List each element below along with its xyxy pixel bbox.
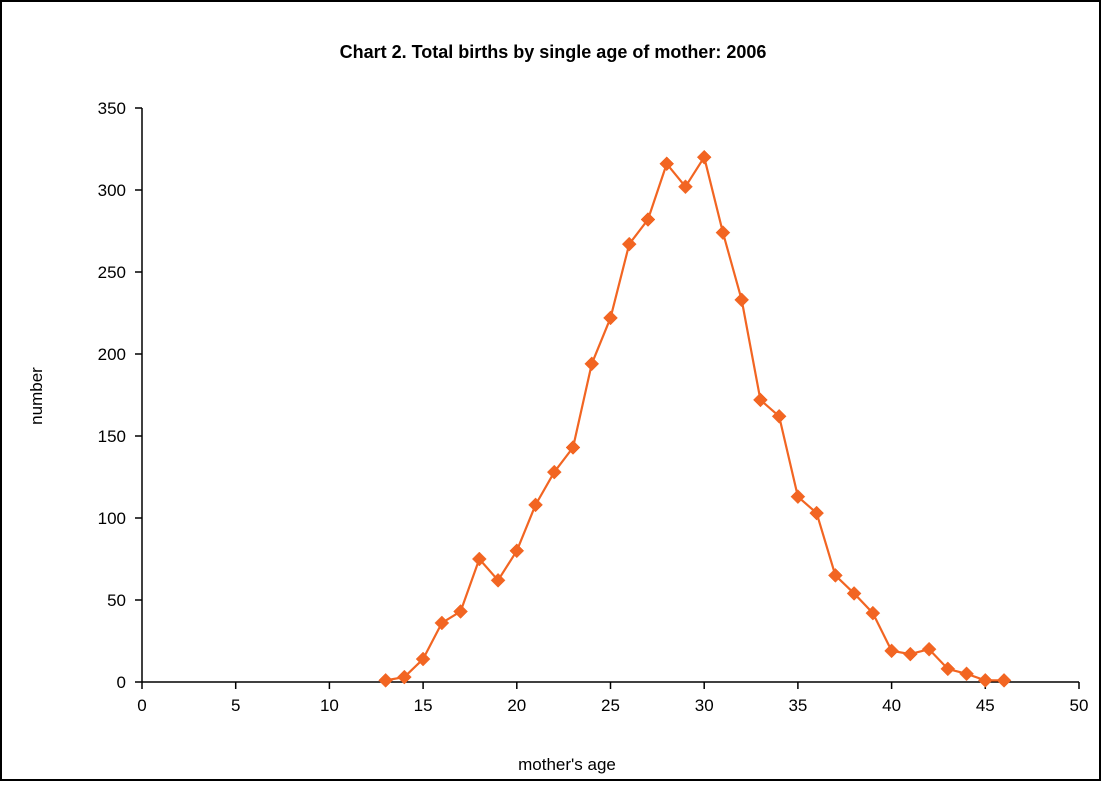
data-point [490, 572, 506, 588]
y-tick-label: 250 [98, 263, 126, 282]
data-point [696, 149, 712, 165]
data-point [584, 356, 600, 372]
y-tick-label: 100 [98, 509, 126, 528]
chart-title: Chart 2. Total births by single age of m… [340, 42, 767, 62]
data-point [378, 673, 393, 688]
y-tick-label: 350 [98, 99, 126, 118]
data-point [509, 543, 525, 559]
data-point [528, 497, 543, 513]
data-point [434, 615, 450, 631]
data-point [734, 292, 750, 308]
y-axis: 0 50 100 150 200 250 300 350 [98, 99, 143, 692]
x-tick-label: 25 [601, 696, 620, 715]
x-tick-label: 15 [414, 696, 433, 715]
data-point [397, 669, 412, 685]
data-point [621, 236, 637, 252]
data-point [603, 310, 618, 326]
data-point [902, 646, 918, 662]
data-point [678, 179, 693, 195]
y-tick-label: 150 [98, 427, 126, 446]
x-tick-label: 50 [1070, 696, 1089, 715]
data-point [884, 643, 899, 659]
data-point [415, 651, 431, 667]
data-point [959, 666, 974, 682]
x-axis-label: mother's age [518, 755, 616, 774]
data-point [809, 505, 824, 521]
x-tick-label: 5 [231, 696, 240, 715]
series-line [385, 156, 1005, 682]
data-point [921, 641, 937, 657]
x-tick-label: 0 [137, 696, 146, 715]
data-point [471, 551, 487, 567]
x-tick-label: 10 [320, 696, 339, 715]
data-point [659, 156, 675, 172]
data-point [846, 586, 862, 601]
y-tick-label: 200 [98, 345, 126, 364]
data-point [828, 568, 843, 583]
data-point [865, 605, 881, 621]
x-tick-label: 20 [507, 696, 526, 715]
series-plot [378, 149, 1012, 688]
data-point [790, 489, 806, 505]
x-axis: 0 5 10 15 20 25 30 35 40 45 50 [137, 681, 1089, 715]
data-point [771, 408, 787, 424]
data-point [715, 225, 731, 240]
data-point [940, 661, 956, 677]
data-point [977, 673, 993, 688]
data-point [565, 440, 581, 455]
data-point [753, 392, 768, 408]
x-tick-label: 40 [882, 696, 901, 715]
data-point [640, 212, 656, 227]
y-tick-label: 300 [98, 181, 126, 200]
data-point [996, 673, 1012, 688]
x-tick-label: 35 [788, 696, 807, 715]
x-tick-label: 45 [976, 696, 995, 715]
x-tick-label: 30 [695, 696, 714, 715]
y-tick-label: 50 [107, 591, 126, 610]
y-axis-label: number [27, 367, 46, 425]
data-point [546, 464, 562, 480]
data-point [453, 604, 468, 619]
y-tick-label: 0 [117, 673, 126, 692]
